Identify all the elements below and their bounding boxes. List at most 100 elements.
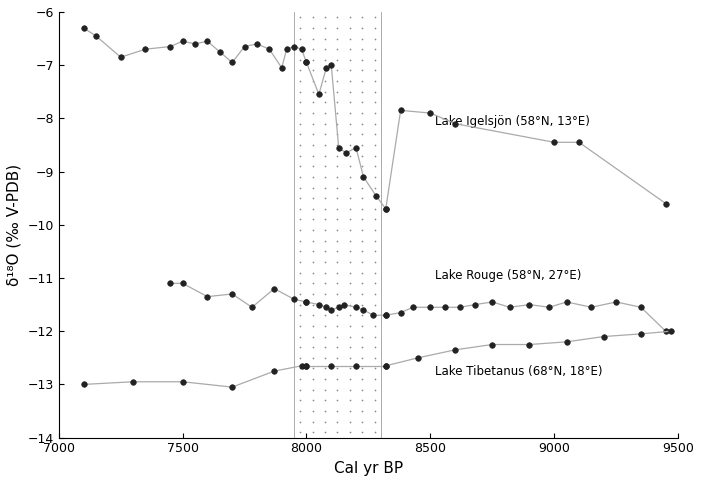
Point — [369, 397, 380, 404]
Point — [307, 322, 318, 330]
Point — [344, 386, 355, 394]
Point — [369, 99, 380, 106]
Point — [294, 343, 306, 351]
Point — [307, 77, 318, 85]
Point — [320, 67, 331, 74]
Point — [320, 386, 331, 394]
Point — [369, 152, 380, 159]
Point — [320, 301, 331, 309]
Point — [344, 407, 355, 415]
Point — [357, 354, 368, 362]
Point — [357, 35, 368, 43]
Point — [332, 141, 343, 149]
Point — [344, 375, 355, 383]
Point — [320, 290, 331, 298]
Point — [357, 45, 368, 53]
Point — [344, 56, 355, 64]
Point — [307, 386, 318, 394]
Point — [369, 280, 380, 287]
Point — [369, 24, 380, 32]
Point — [320, 99, 331, 106]
Point — [307, 88, 318, 96]
Point — [320, 14, 331, 21]
Point — [357, 109, 368, 117]
Point — [320, 226, 331, 234]
Point — [369, 67, 380, 74]
Point — [307, 120, 318, 128]
Point — [332, 88, 343, 96]
Point — [344, 333, 355, 341]
Point — [320, 109, 331, 117]
Point — [344, 226, 355, 234]
Point — [332, 56, 343, 64]
Point — [307, 35, 318, 43]
Point — [332, 130, 343, 138]
Point — [357, 184, 368, 191]
Point — [320, 258, 331, 266]
Point — [369, 77, 380, 85]
Point — [344, 258, 355, 266]
Point — [320, 343, 331, 351]
Point — [357, 194, 368, 202]
Point — [307, 14, 318, 21]
Point — [344, 312, 355, 319]
Point — [344, 194, 355, 202]
Point — [357, 120, 368, 128]
Point — [344, 301, 355, 309]
Point — [357, 290, 368, 298]
Point — [320, 354, 331, 362]
Point — [357, 365, 368, 372]
Point — [369, 375, 380, 383]
Point — [357, 205, 368, 213]
Point — [369, 354, 380, 362]
Point — [369, 428, 380, 436]
Point — [332, 269, 343, 277]
Point — [294, 130, 306, 138]
Point — [369, 130, 380, 138]
Point — [320, 365, 331, 372]
Point — [294, 258, 306, 266]
Point — [332, 184, 343, 191]
Point — [294, 162, 306, 170]
Point — [369, 407, 380, 415]
Point — [369, 226, 380, 234]
Point — [332, 301, 343, 309]
Point — [344, 45, 355, 53]
Point — [344, 162, 355, 170]
Point — [369, 88, 380, 96]
Point — [344, 24, 355, 32]
Point — [294, 407, 306, 415]
Point — [369, 14, 380, 21]
Point — [369, 333, 380, 341]
Point — [294, 269, 306, 277]
Point — [344, 397, 355, 404]
Point — [307, 173, 318, 181]
Point — [344, 184, 355, 191]
Point — [332, 226, 343, 234]
Point — [307, 280, 318, 287]
Point — [320, 215, 331, 223]
Point — [332, 45, 343, 53]
Point — [307, 247, 318, 255]
Point — [320, 247, 331, 255]
Point — [332, 280, 343, 287]
Point — [332, 290, 343, 298]
Point — [294, 88, 306, 96]
Point — [307, 397, 318, 404]
Point — [307, 269, 318, 277]
Point — [369, 365, 380, 372]
Point — [320, 205, 331, 213]
Point — [369, 205, 380, 213]
Point — [369, 312, 380, 319]
Point — [307, 312, 318, 319]
Point — [320, 24, 331, 32]
Point — [294, 35, 306, 43]
Point — [307, 375, 318, 383]
Point — [369, 269, 380, 277]
Point — [294, 226, 306, 234]
Point — [369, 35, 380, 43]
Point — [307, 205, 318, 213]
Point — [369, 301, 380, 309]
Point — [369, 173, 380, 181]
Point — [344, 99, 355, 106]
